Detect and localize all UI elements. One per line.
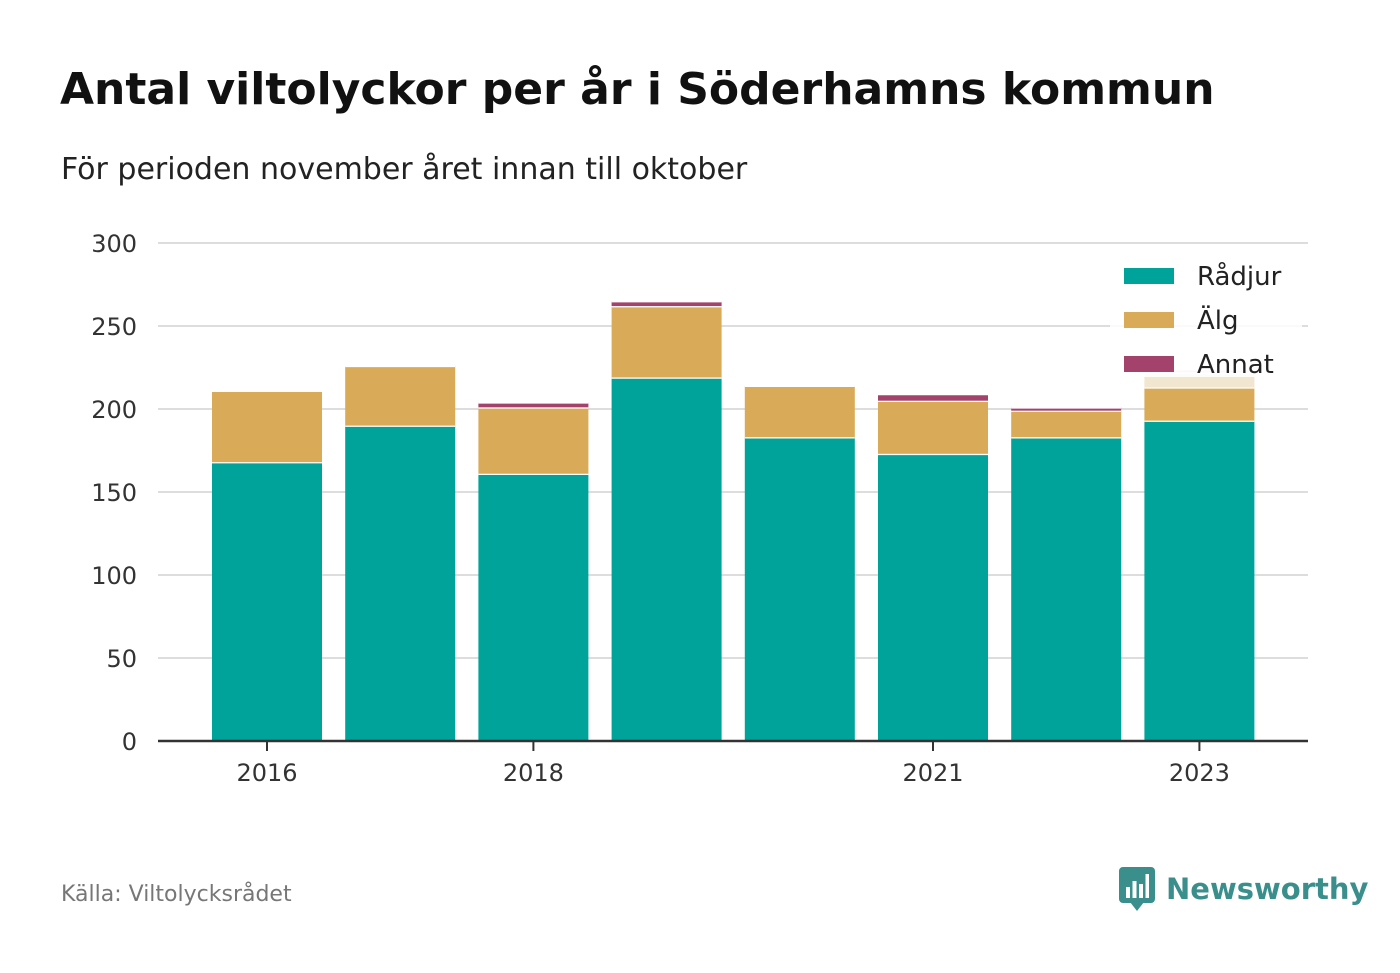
bar-rådjur <box>1144 420 1255 741</box>
bar-älg <box>744 385 855 438</box>
x-axis-ticks: 2016 2018 2021 2023 <box>236 741 1230 787</box>
bar-älg <box>212 390 322 463</box>
x-tick-label: 2021 <box>902 759 963 787</box>
legend-label: Älg <box>1197 304 1239 336</box>
bar-rådjur <box>345 425 456 741</box>
bar-älg <box>1144 387 1255 421</box>
brand-logo[interactable]: Newsworthy <box>1118 866 1368 912</box>
legend-swatch <box>1124 356 1174 372</box>
brand-name: Newsworthy <box>1166 872 1369 906</box>
chart-title: Antal viltolyckor per år i Söderhamns ko… <box>60 64 1215 115</box>
bar-annat <box>611 301 722 307</box>
bar-älg <box>478 407 589 474</box>
y-tick-label: 150 <box>91 479 137 507</box>
chart-subtitle: För perioden november året innan till ok… <box>61 152 748 187</box>
legend-swatch <box>1124 268 1174 284</box>
newsworthy-logo-icon <box>1119 867 1155 911</box>
legend-swatch <box>1124 312 1174 328</box>
stacked-bar-chart: 0 50 100 150 200 250 300 2016 2018 2021 2023 Rådj… <box>91 230 1308 787</box>
bars <box>212 299 1255 741</box>
y-tick-label: 50 <box>106 645 137 673</box>
bar-rådjur <box>212 462 322 741</box>
y-tick-label: 300 <box>91 230 137 258</box>
bar-rådjur <box>744 437 855 741</box>
legend: Rådjur Älg Annat <box>1110 255 1302 380</box>
legend-label: Rådjur <box>1197 261 1282 292</box>
x-tick-label: 2018 <box>503 759 564 787</box>
y-tick-label: 200 <box>91 396 137 424</box>
bar-rådjur <box>1011 437 1122 741</box>
y-tick-label: 250 <box>91 313 137 341</box>
bar-älg <box>611 306 722 378</box>
x-tick-label: 2016 <box>236 759 297 787</box>
bar-rådjur <box>611 377 722 741</box>
bar-rådjur <box>878 453 988 741</box>
bar-annat <box>1011 407 1122 411</box>
y-axis-ticks: 0 50 100 150 200 250 300 <box>91 230 137 756</box>
source-note: Källa: Viltolycksrådet <box>61 882 292 907</box>
bar-annat <box>478 402 589 408</box>
bar-älg <box>878 400 988 454</box>
bar-annat <box>878 394 988 401</box>
bar-rådjur <box>478 473 589 741</box>
bar-älg <box>345 365 456 426</box>
x-tick-label: 2023 <box>1169 759 1230 787</box>
legend-label: Annat <box>1197 350 1274 380</box>
bar-älg <box>1011 410 1122 438</box>
y-tick-label: 100 <box>91 562 137 590</box>
y-tick-label: 0 <box>122 728 137 756</box>
